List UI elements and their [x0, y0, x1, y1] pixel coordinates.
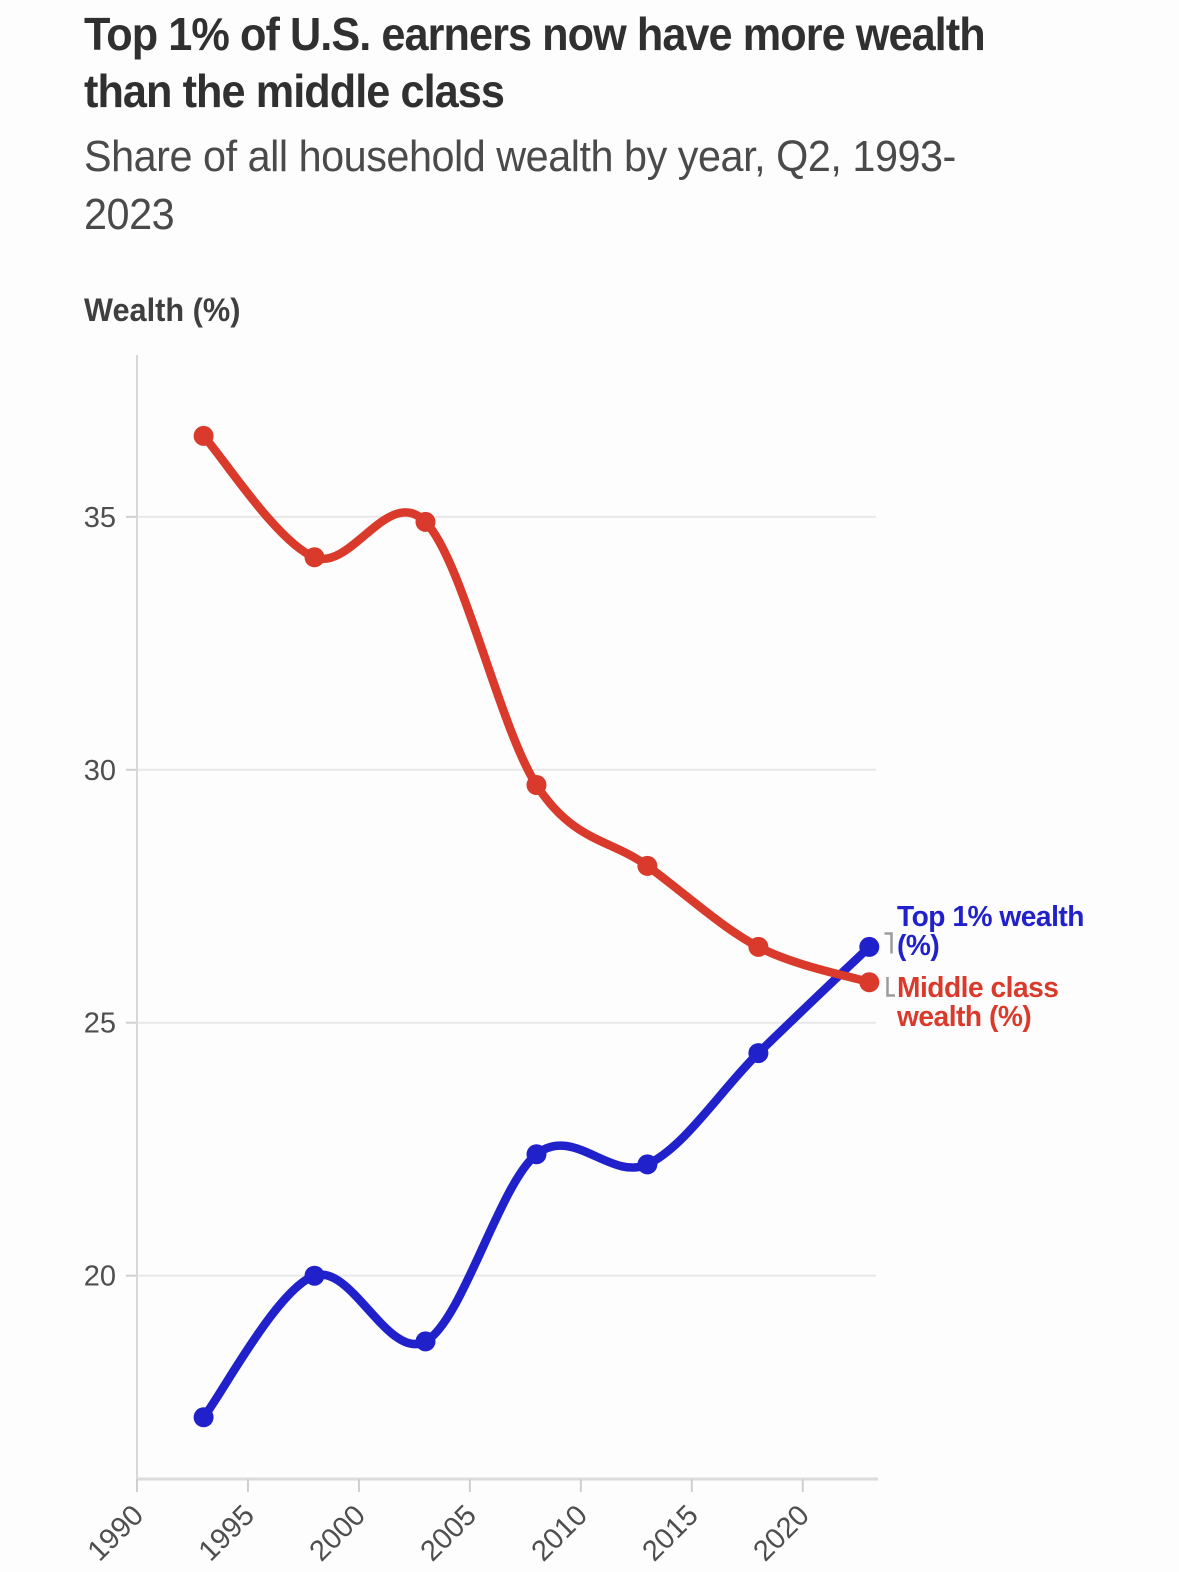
x-tick-label: 1995	[193, 1499, 261, 1567]
chart-title-line-1: Top 1% of U.S. earners now have more wea…	[84, 8, 986, 60]
legend-connector-middle-class-icon	[886, 977, 895, 997]
legend-middle-line-2: wealth (%)	[897, 1001, 1032, 1033]
chart-title: Top 1% of U.S. earners now have more wea…	[84, 6, 1099, 120]
x-tick-label: 2015	[637, 1499, 705, 1567]
x-tick-label: 1990	[82, 1499, 150, 1567]
legend-top1-line-1: Top 1% wealth	[897, 901, 1084, 933]
legend-label-top1: Top 1% wealth (%)	[897, 903, 1169, 961]
data-point-top1	[637, 1154, 658, 1175]
data-point-top1	[859, 936, 880, 957]
chart-subtitle-line-2: 2023	[84, 190, 175, 239]
data-point-middle-class	[859, 972, 880, 993]
y-tick-label: 30	[84, 755, 116, 787]
data-point-middle-class	[748, 936, 769, 957]
x-tick-label: 2010	[526, 1499, 594, 1567]
data-point-top1	[526, 1144, 547, 1165]
legend-label-middle-class: Middle class wealth (%)	[897, 974, 1169, 1032]
data-point-middle-class	[415, 511, 436, 532]
chart-subtitle: Share of all household wealth by year, Q…	[84, 128, 1099, 244]
data-point-top1	[748, 1043, 769, 1064]
chart-subtitle-line-1: Share of all household wealth by year, Q…	[84, 132, 956, 181]
legend-top1-line-2: (%)	[897, 930, 940, 962]
legend-middle-line-1: Middle class	[897, 972, 1059, 1004]
y-tick-label: 20	[84, 1261, 116, 1293]
chart-header: Top 1% of U.S. earners now have more wea…	[84, 6, 1099, 244]
y-tick-label: 35	[84, 502, 116, 534]
data-point-top1	[415, 1331, 436, 1352]
x-tick-label: 2020	[747, 1499, 815, 1567]
data-point-middle-class	[193, 425, 214, 446]
data-point-top1	[304, 1265, 325, 1286]
x-tick-label: 2005	[415, 1499, 483, 1567]
y-axis-title: Wealth (%)	[84, 292, 241, 328]
data-point-middle-class	[526, 775, 547, 795]
data-point-middle-class	[304, 547, 325, 568]
series-line-middle-class	[199, 431, 874, 987]
x-tick-label: 2000	[304, 1499, 372, 1567]
data-point-top1	[193, 1407, 214, 1428]
data-point-middle-class	[637, 855, 658, 876]
chart-title-line-2: than the middle class	[84, 65, 505, 117]
y-tick-label: 25	[84, 1008, 116, 1040]
legend-connector-top1-icon	[884, 932, 893, 954]
series-line-top1	[199, 942, 874, 1422]
